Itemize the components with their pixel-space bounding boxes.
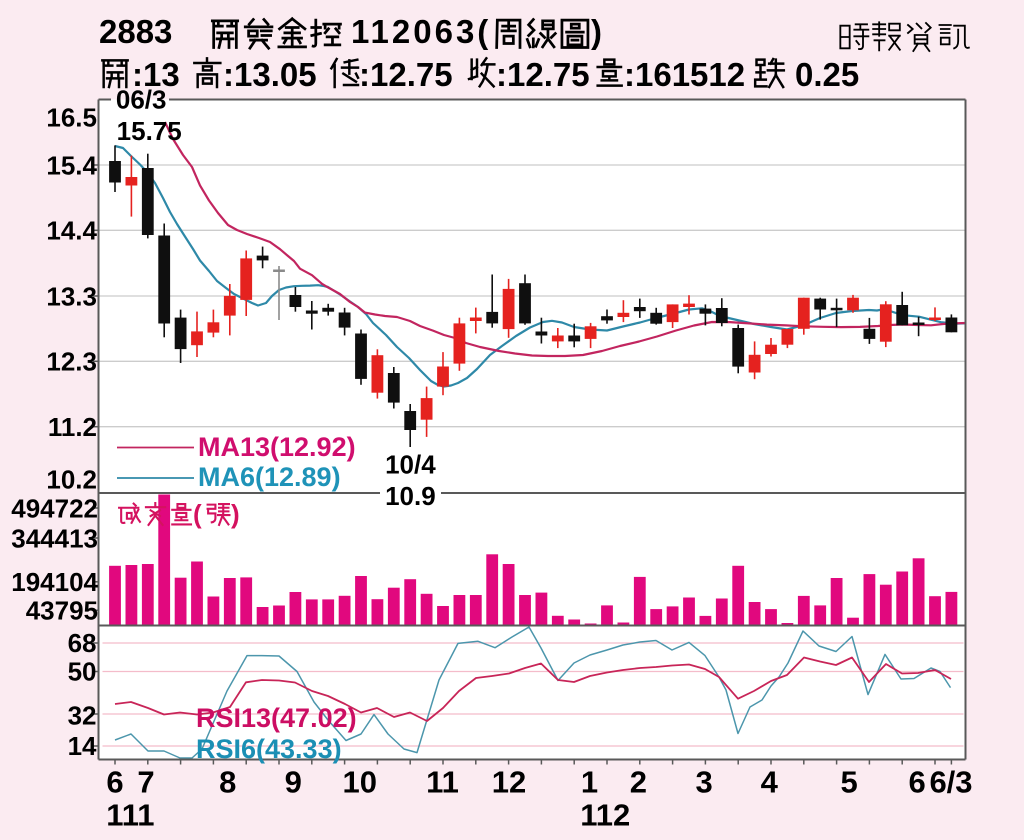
svg-text::13.05: :13.05 [223, 56, 317, 93]
svg-text:68: 68 [68, 628, 97, 658]
svg-text:11.2: 11.2 [48, 412, 97, 442]
svg-text:12: 12 [492, 765, 526, 800]
svg-text:112: 112 [580, 798, 630, 833]
svg-text:15.4: 15.4 [46, 150, 97, 180]
svg-text:12.3: 12.3 [46, 347, 97, 377]
svg-text:50: 50 [68, 657, 97, 687]
svg-text:14: 14 [68, 731, 97, 761]
svg-text:10: 10 [343, 765, 377, 800]
svg-text:14.4: 14.4 [46, 216, 97, 246]
svg-text:15.75: 15.75 [117, 116, 182, 146]
svg-text:494722: 494722 [11, 493, 98, 523]
svg-text:9: 9 [285, 765, 302, 800]
svg-text:111: 111 [106, 798, 154, 833]
svg-text:11: 11 [426, 765, 459, 800]
svg-text:4: 4 [761, 765, 779, 800]
svg-text:16.5: 16.5 [46, 102, 97, 132]
svg-text:2883: 2883 [99, 13, 172, 50]
svg-text:MA13(12.92): MA13(12.92) [198, 432, 356, 462]
svg-text:6: 6 [106, 765, 123, 800]
svg-text:2: 2 [630, 765, 647, 800]
svg-text:MA6(12.89): MA6(12.89) [198, 462, 341, 492]
svg-text:0.25: 0.25 [795, 56, 859, 93]
svg-text::13: :13 [132, 56, 180, 93]
svg-text:344413: 344413 [11, 523, 98, 553]
svg-text:1: 1 [581, 765, 598, 800]
svg-text:06/3: 06/3 [116, 85, 167, 115]
svg-text:RSI13(47.02): RSI13(47.02) [196, 703, 357, 733]
svg-text::12.75: :12.75 [496, 56, 590, 93]
svg-text:10.2: 10.2 [46, 464, 97, 494]
svg-text:8: 8 [219, 765, 236, 800]
svg-text::12.75: :12.75 [359, 56, 453, 93]
svg-text:6: 6 [908, 765, 925, 800]
svg-text:(: ( [193, 499, 202, 529]
svg-text:10/4: 10/4 [385, 450, 436, 480]
svg-text:3: 3 [695, 765, 712, 800]
svg-text:): ) [231, 499, 240, 529]
svg-text::161512: :161512 [624, 56, 745, 93]
svg-text:43795: 43795 [26, 596, 98, 626]
svg-text:10.9: 10.9 [385, 481, 436, 511]
svg-text:194104: 194104 [11, 567, 98, 597]
svg-text:13.3: 13.3 [46, 281, 97, 311]
svg-text:32: 32 [68, 700, 97, 730]
svg-text:RSI6(43.33): RSI6(43.33) [196, 734, 342, 764]
svg-text:): ) [591, 13, 602, 50]
svg-text:112063(: 112063( [351, 13, 491, 50]
svg-text:7: 7 [137, 765, 154, 800]
svg-text:5: 5 [840, 765, 857, 800]
svg-text:6/3: 6/3 [929, 765, 972, 800]
